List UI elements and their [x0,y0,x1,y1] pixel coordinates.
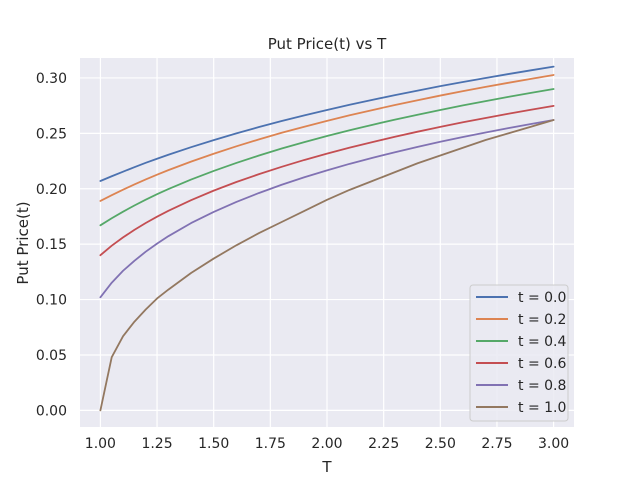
chart-title: Put Price(t) vs T [268,35,387,53]
x-tick-label: 3.00 [538,436,569,452]
series-line-4 [99,119,555,299]
x-tick-label: 1.00 [85,436,116,452]
y-tick-label: 0.10 [36,293,67,309]
legend-label-1: t = 0.2 [518,312,566,328]
series-line-1 [99,74,555,202]
y-tick-label: 0.20 [36,182,67,198]
x-tick-label: 1.75 [255,436,286,452]
y-tick-label: 0.05 [36,348,67,364]
y-axis-title: Put Price(t) [14,201,32,284]
series-line-3 [99,104,555,257]
legend-label-3: t = 0.6 [518,356,566,372]
x-tick-label: 2.25 [368,436,399,452]
x-tick-label: 2.75 [481,436,512,452]
y-tick-label: 0.15 [36,237,67,253]
y-tick-label: 0.25 [36,126,67,142]
x-tick-label: 1.50 [198,436,229,452]
y-tick-label: 0.00 [36,403,67,419]
x-axis-ticks: 1.00 1.25 1.50 1.75 2.00 2.25 2.50 2.75 3.00 [85,436,569,452]
legend-label-5: t = 1.0 [518,400,566,416]
x-axis-title: T [321,458,332,476]
x-tick-label: 1.25 [141,436,172,452]
x-tick-label: 2.00 [311,436,342,452]
y-tick-label: 0.30 [36,71,67,87]
legend-label-0: t = 0.0 [518,290,566,306]
series-line-0 [99,65,555,182]
legend-label-2: t = 0.4 [518,334,566,350]
series-line-2 [99,88,555,227]
series-lines [99,65,555,412]
x-tick-label: 2.50 [425,436,456,452]
legend-label-4: t = 0.8 [518,378,566,394]
legend: t = 0.0 t = 0.2 t = 0.4 t = 0.6 t = 0.8 t = 1… [469,284,569,422]
series-line-5 [99,119,555,412]
y-axis-ticks: 0.00 0.05 0.10 0.15 0.20 0.25 0.30 [36,71,67,419]
